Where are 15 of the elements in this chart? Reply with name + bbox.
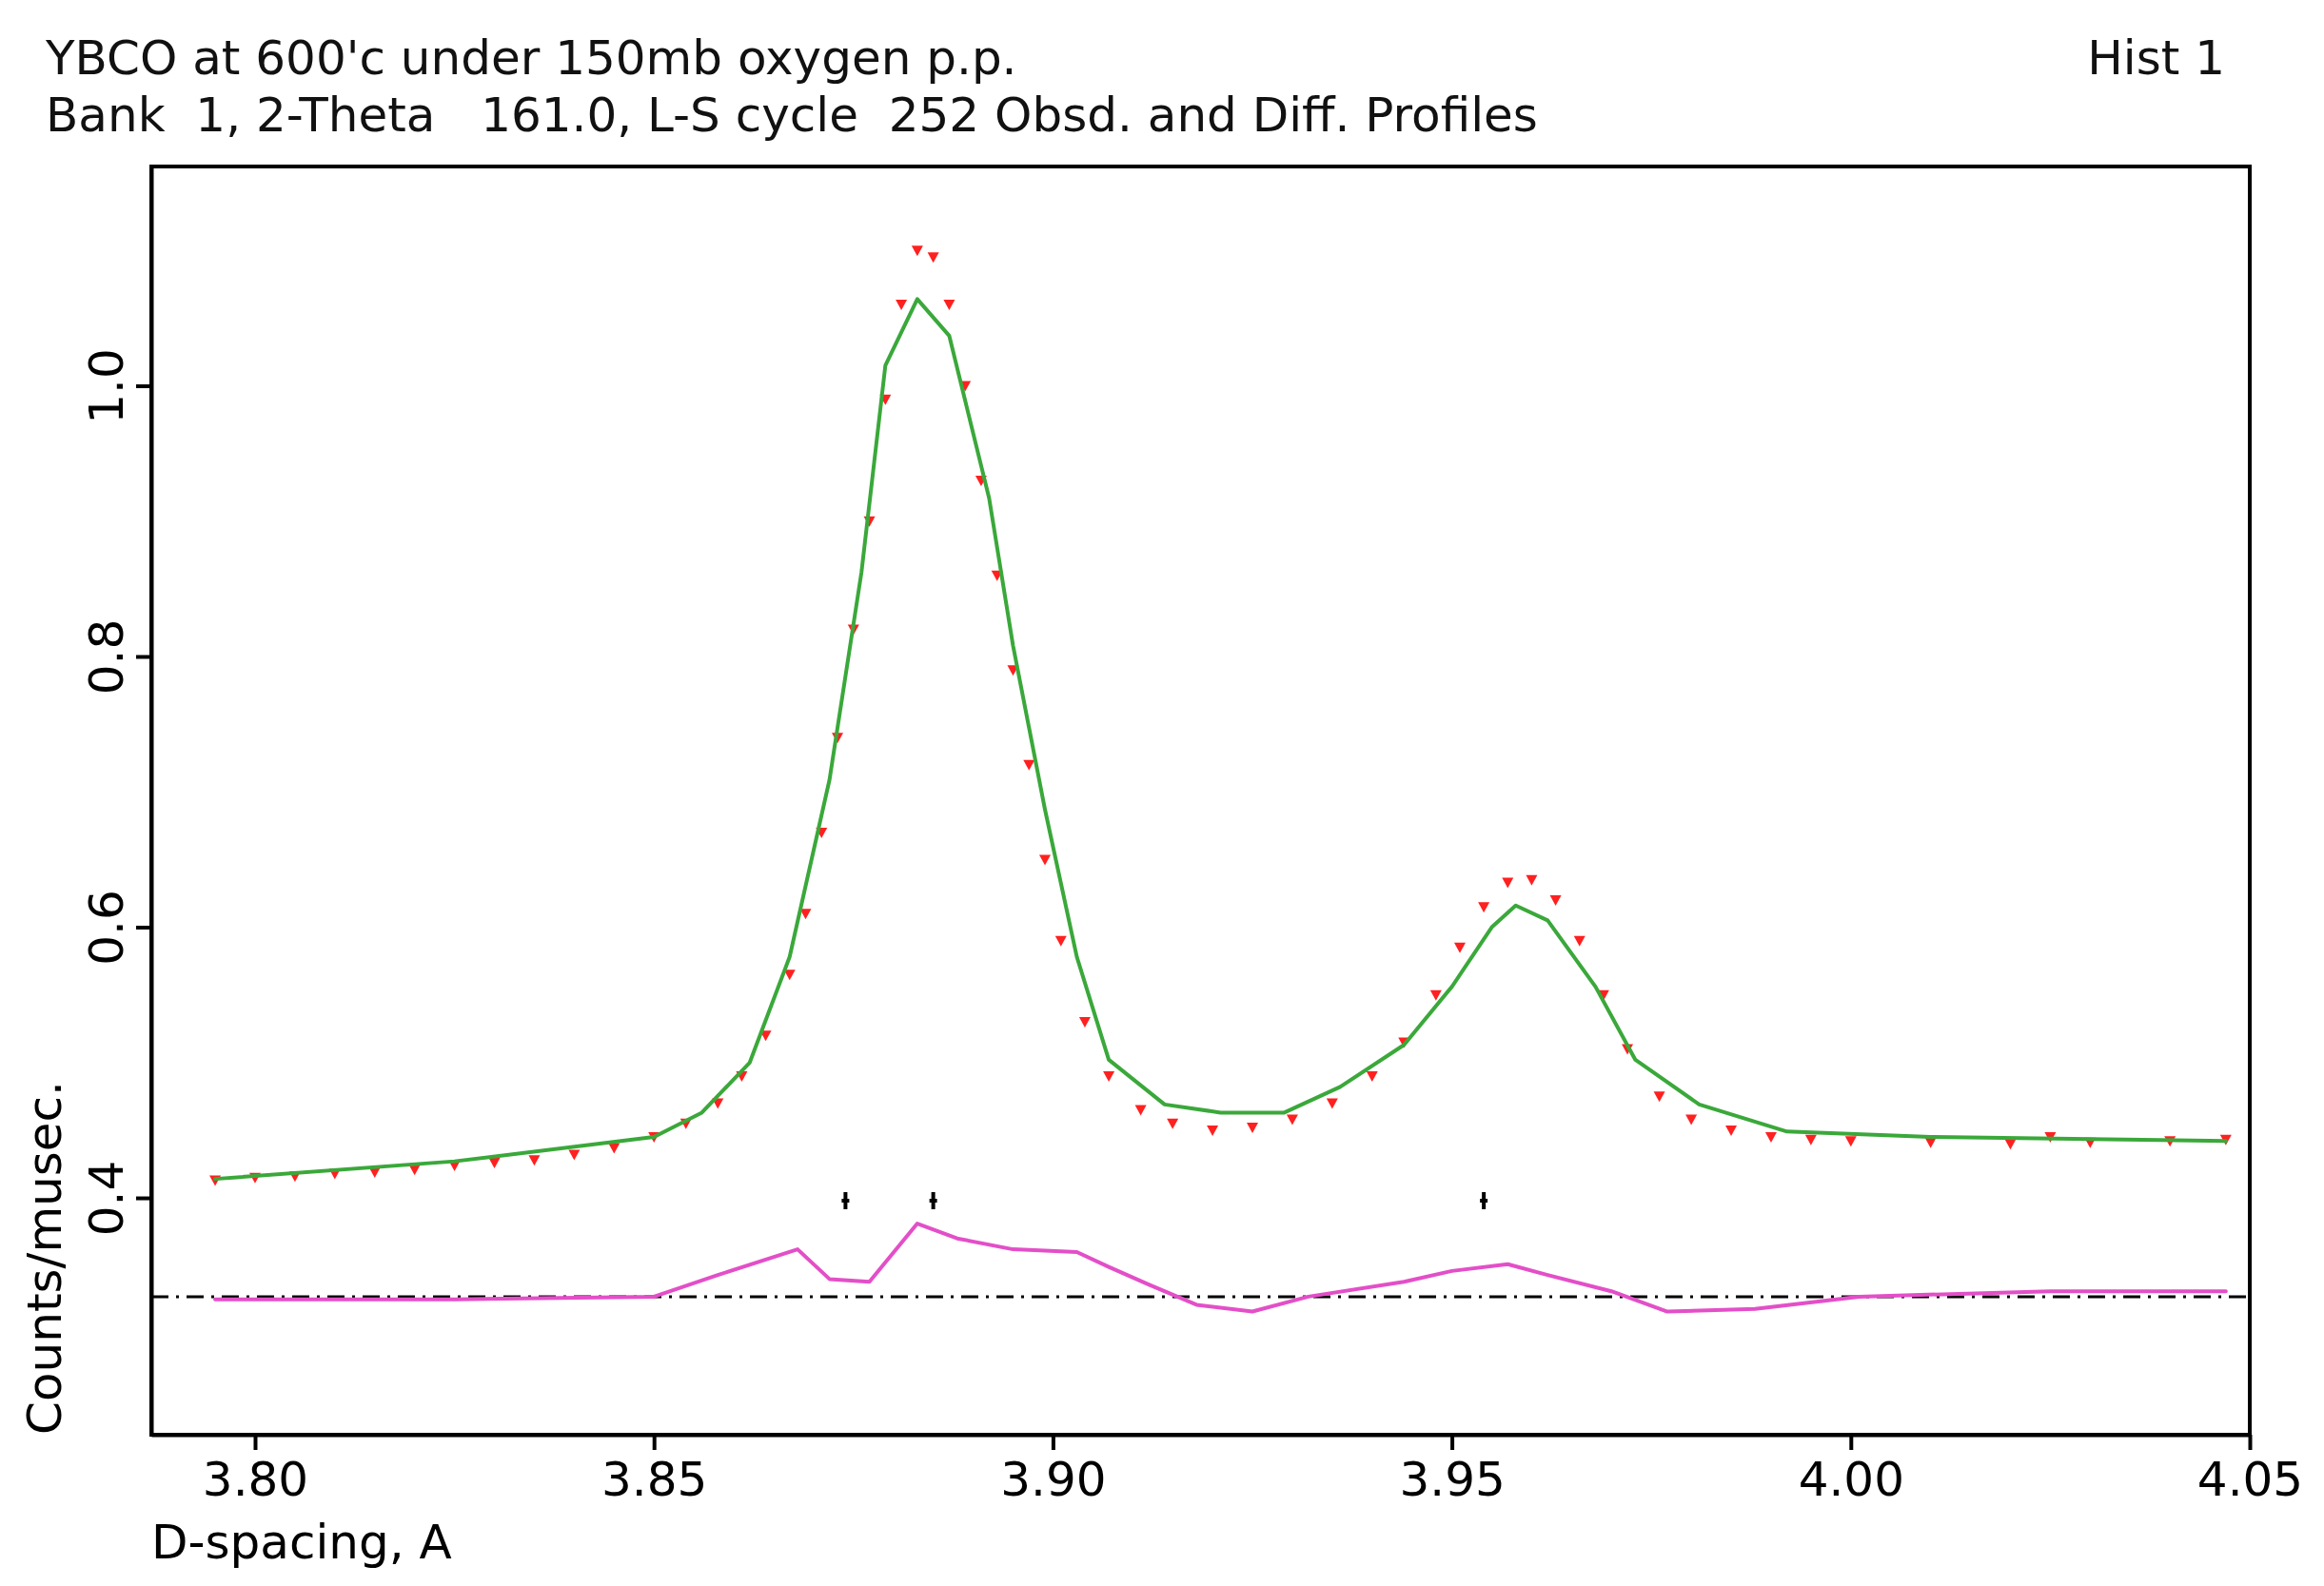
text: Hist 1 [2087,30,2225,86]
x-tick-label: 3.90 [1000,1451,1107,1507]
x-tick-label: 4.05 [2196,1451,2304,1507]
y-tick-label: 0.8 [79,618,134,695]
chart-subtitle: Bank 1, 2-Theta 161.0, L-S cycle 252 Obsd. and Diff. Profiles [46,88,1538,143]
y-tick-label: 1.0 [79,348,134,424]
y-tick-label: 0.4 [79,1160,134,1237]
x-tick-label: 3.95 [1399,1451,1506,1507]
x-axis-title: D-spacing, A [151,1515,452,1570]
x-tick-label: 3.85 [601,1451,708,1507]
y-axis-title: Counts/musec. [17,1081,72,1435]
x-tick-label: 4.00 [1798,1451,1904,1507]
y-tick-label: 0.6 [79,890,134,966]
chart-title: YBCO at 600'c under 150mb oxygen p.p. [45,30,1017,86]
x-tick-label: 3.80 [202,1451,309,1507]
